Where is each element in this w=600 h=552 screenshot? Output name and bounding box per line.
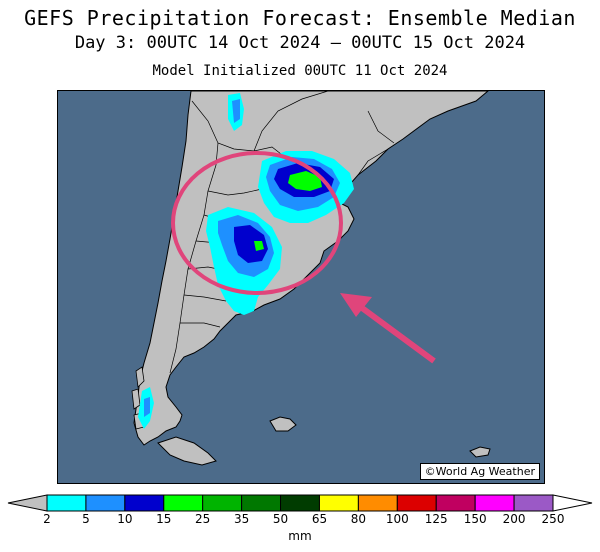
- legend-tick-label: 35: [233, 512, 250, 526]
- legend-bin: [474, 494, 515, 512]
- legend-tick-label: 200: [502, 512, 526, 526]
- legend-tick-label: 100: [385, 512, 409, 526]
- precipitation-south: [138, 93, 244, 429]
- legend-bin: [280, 494, 320, 512]
- legend-right-arrow: [552, 494, 593, 512]
- tierra-del-fuego: [157, 436, 217, 466]
- credit-label: ©World Ag Weather: [419, 463, 540, 480]
- map-subtitle: Day 3: 00UTC 14 Oct 2024 — 00UTC 15 Oct …: [74, 33, 526, 53]
- legend-tick-label: 150: [463, 512, 487, 526]
- legend-bin: [357, 494, 398, 512]
- legend-bin: [396, 494, 437, 512]
- legend-bin: [513, 494, 554, 512]
- legend-tick-label: 250: [541, 512, 565, 526]
- legend-bin: [318, 494, 359, 512]
- legend-bin: [124, 494, 165, 512]
- legend-tick-label: 10: [117, 512, 133, 526]
- highlight-ellipse: [171, 151, 343, 295]
- legend-tick-label: 5: [82, 512, 90, 526]
- legend-bins: [46, 494, 554, 512]
- falkland-islands: [269, 416, 297, 432]
- legend-tick-label: 80: [350, 512, 367, 526]
- annotation-arrow: [340, 293, 436, 364]
- map-title: GEFS Precipitation Forecast: Ensemble Me…: [24, 6, 576, 30]
- legend-tick-label: 50: [272, 512, 289, 526]
- map-canvas: [58, 91, 544, 483]
- colorbar: [7, 494, 593, 512]
- precipitation-north: [258, 151, 354, 223]
- legend-unit: mm: [288, 529, 312, 543]
- legend-tick-label: 125: [424, 512, 448, 526]
- legend-tick-label: 15: [156, 512, 172, 526]
- legend-tick-label: 65: [311, 512, 328, 526]
- legend-bin: [85, 494, 126, 512]
- south-georgia: [469, 446, 491, 458]
- model-init-label: Model Initialized 00UTC 11 Oct 2024: [152, 63, 448, 79]
- legend-bin: [435, 494, 476, 512]
- legend-bin: [202, 494, 243, 512]
- precip-legend: [0, 494, 600, 548]
- legend-bin: [46, 494, 87, 512]
- legend-bin: [163, 494, 204, 512]
- legend-tick-label: 2: [43, 512, 51, 526]
- legend-tick-label: 25: [195, 512, 211, 526]
- precipitation-map: ©World Ag Weather: [57, 90, 545, 484]
- legend-left-arrow: [7, 494, 48, 512]
- legend-bin: [241, 494, 282, 512]
